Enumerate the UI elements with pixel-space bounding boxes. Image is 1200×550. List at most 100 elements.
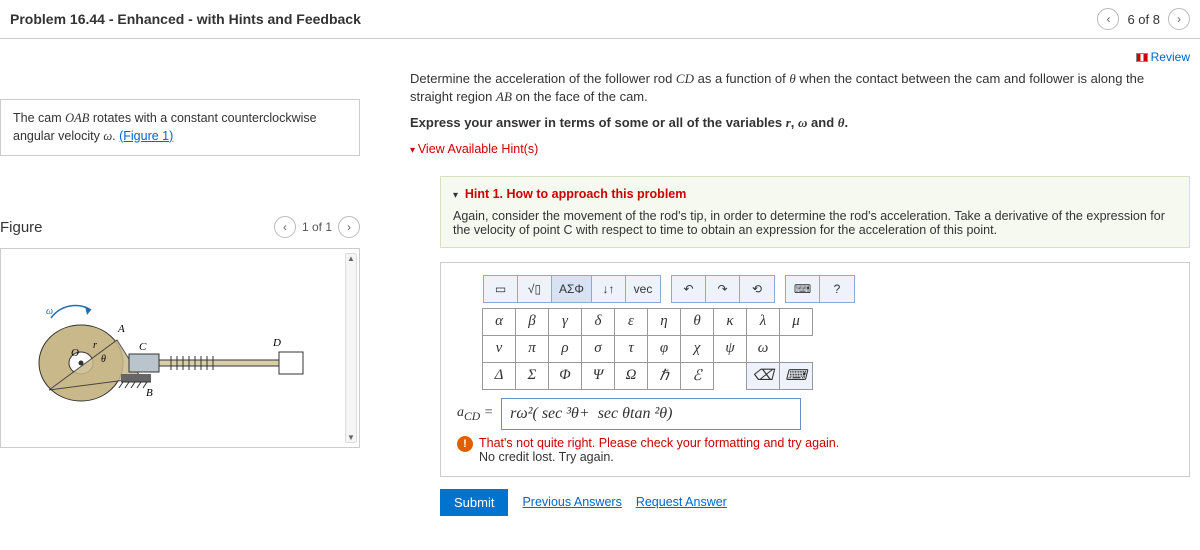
greek-toggle-button[interactable]: ΑΣΦ [552,276,592,302]
greek-Δ[interactable]: Δ [482,362,516,390]
ctx-t1: The cam [13,111,65,125]
prompt-line1: Determine the acceleration of the follow… [410,70,1190,106]
p1i3: AB [496,89,512,104]
hint-1-title[interactable]: Hint 1. How to approach this problem [453,187,686,201]
svg-text:A: A [117,323,125,335]
ctx-i2: ω [103,129,112,143]
p1i1: CD [676,71,694,86]
feedback: ! That's not quite right. Please check y… [457,436,1177,464]
figure-panel: A B O r θ ω C D ▲ [0,248,360,448]
greek-χ[interactable]: χ [680,335,714,363]
svg-text:ω: ω [46,306,53,317]
p2a: Express your answer in terms of some or … [410,115,786,130]
cam-diagram: A B O r θ ω C D [21,278,321,418]
greek-η[interactable]: η [647,308,681,336]
problem-context: The cam OAB rotates with a constant coun… [0,99,360,156]
p2v3: θ [838,115,845,130]
svg-text:C: C [139,341,147,353]
answer-area: ▭ √▯ ΑΣΦ ↓↑ vec ↶ ↷ ⟲ ⌨ ? [440,262,1190,477]
greek-ε[interactable]: ε [614,308,648,336]
p2v2: ω [798,115,807,130]
review-link-row: Review [410,49,1190,64]
p2e: . [845,115,849,130]
subscript-button[interactable]: ↓↑ [592,276,626,302]
figure-scrollbar[interactable]: ▲ ▼ [345,253,357,443]
hint-1-body: Again, consider the movement of the rod'… [453,209,1177,237]
greek-β[interactable]: β [515,308,549,336]
sqrt-button[interactable]: √▯ [518,276,552,302]
greek-Ω[interactable]: Ω [614,362,648,390]
greek-α[interactable]: α [482,308,516,336]
greek-Ψ[interactable]: Ψ [581,362,615,390]
greek-θ[interactable]: θ [680,308,714,336]
vector-button[interactable]: vec [626,276,660,302]
figure-position: 1 of 1 [302,220,332,234]
reset-button[interactable]: ⟲ [740,276,774,302]
svg-text:O: O [71,347,79,359]
greek-ℰ[interactable]: ℰ [680,362,714,390]
problem-position: 6 of 8 [1127,12,1160,27]
greek-ψ[interactable]: ψ [713,335,747,363]
figure-prev-button[interactable]: ‹ [274,216,296,238]
answer-input[interactable]: rω²( sec ³θ + sec θ tan ²θ) [501,398,801,430]
greek-ω[interactable]: ω [746,335,780,363]
feedback-line2: No credit lost. Try again. [479,450,614,464]
scroll-up-icon: ▲ [347,254,355,263]
p1a: Determine the acceleration of the follow… [410,71,676,86]
figure-next-button[interactable]: › [338,216,360,238]
request-answer-link[interactable]: Request Answer [636,495,727,509]
template-button[interactable]: ▭ [484,276,518,302]
greek-palette: αβγδεηθκλμ νπρστφχψω ΔΣΦΨΩℏℰ ⌫⌨ [483,309,1177,390]
figure-link[interactable]: (Figure 1) [119,129,173,143]
keyboard-button[interactable]: ⌨ [786,276,820,302]
greek-ν[interactable]: ν [482,335,516,363]
greek-Φ[interactable]: Φ [548,362,582,390]
submit-button[interactable]: Submit [440,489,508,516]
next-problem-button[interactable]: › [1168,8,1190,30]
greek-φ[interactable]: φ [647,335,681,363]
greek-ℏ[interactable]: ℏ [647,362,681,390]
review-label: Review [1151,50,1190,64]
undo-button[interactable]: ↶ [672,276,706,302]
svg-text:r: r [93,340,97,351]
greek-π[interactable]: π [515,335,549,363]
flag-icon [1136,53,1148,62]
svg-text:B: B [146,387,153,399]
ctx-i1: OAB [65,111,89,125]
h1s: How to approach this problem [503,187,686,201]
problem-title: Problem 16.44 - Enhanced - with Hints an… [10,11,361,27]
prompt-line2: Express your answer in terms of some or … [410,114,1190,132]
scroll-down-icon: ▼ [347,433,355,442]
greek-σ[interactable]: σ [581,335,615,363]
greek-⌫[interactable]: ⌫ [746,362,780,390]
greek-δ[interactable]: δ [581,308,615,336]
view-hints-toggle[interactable]: View Available Hint(s) [410,142,538,156]
review-link[interactable]: Review [1136,50,1190,64]
svg-text:D: D [272,337,281,349]
figure-pager: ‹ 1 of 1 › [274,216,360,238]
p2s1: , [791,115,798,130]
greek-⌨[interactable]: ⌨ [779,362,813,390]
greek-γ[interactable]: γ [548,308,582,336]
greek-Σ[interactable]: Σ [515,362,549,390]
problem-pager: ‹ 6 of 8 › [1097,8,1190,30]
figure-heading: Figure [0,219,43,236]
previous-answers-link[interactable]: Previous Answers [522,495,621,509]
greek-λ[interactable]: λ [746,308,780,336]
p2s2: and [807,115,837,130]
greek-τ[interactable]: τ [614,335,648,363]
hint-1: Hint 1. How to approach this problem Aga… [440,176,1190,248]
p1b: as a function of [694,71,789,86]
prev-problem-button[interactable]: ‹ [1097,8,1119,30]
help-button[interactable]: ? [820,276,854,302]
p1d: on the face of the cam. [512,89,648,104]
greek-κ[interactable]: κ [713,308,747,336]
greek-μ[interactable]: μ [779,308,813,336]
redo-button[interactable]: ↷ [706,276,740,302]
answer-lhs: aCD = [457,405,493,423]
equation-toolbar: ▭ √▯ ΑΣΦ ↓↑ vec ↶ ↷ ⟲ ⌨ ? [483,275,1177,303]
feedback-line1: That's not quite right. Please check you… [479,436,839,450]
h1t: Hint 1. [465,187,503,201]
greek-ρ[interactable]: ρ [548,335,582,363]
warning-icon: ! [457,436,473,452]
